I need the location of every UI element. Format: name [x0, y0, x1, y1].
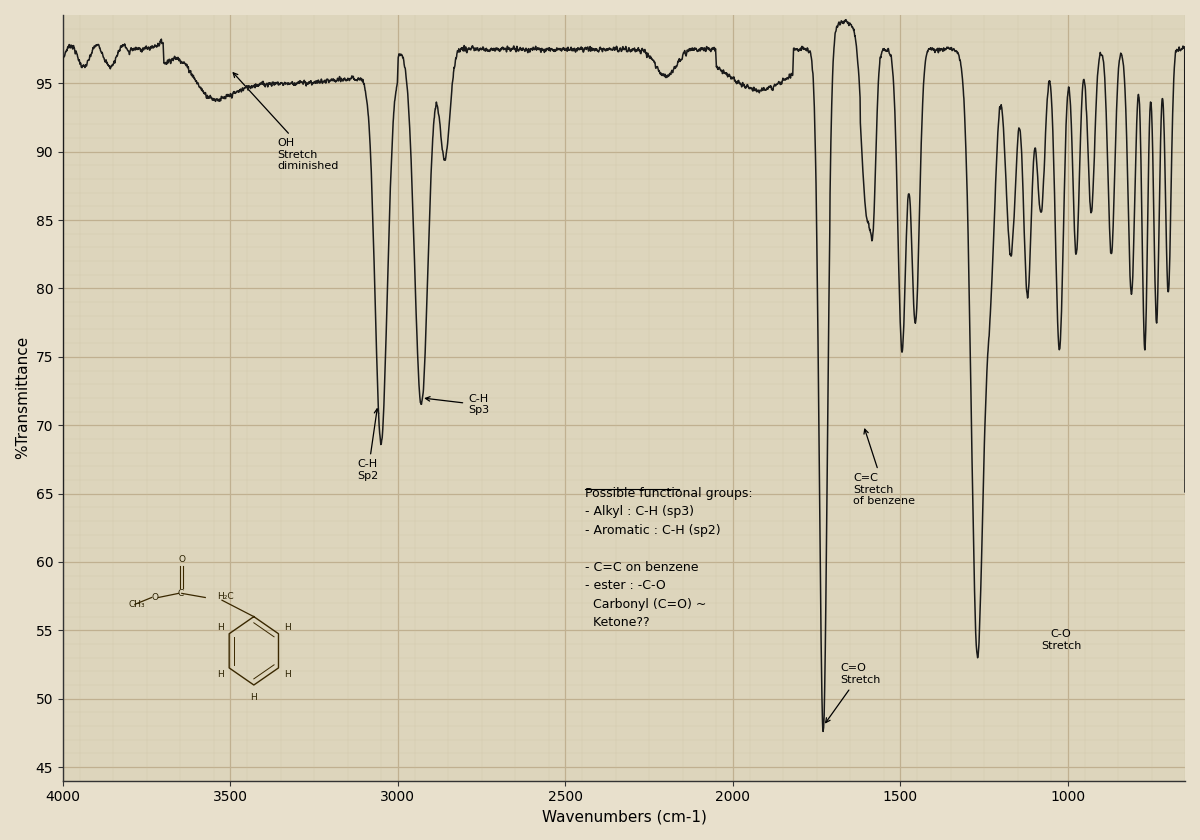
Text: H: H	[217, 669, 224, 679]
Text: C=C
Stretch
of benzene: C=C Stretch of benzene	[853, 429, 916, 507]
Text: H₂C: H₂C	[217, 591, 234, 601]
Text: C-O
Stretch: C-O Stretch	[1040, 629, 1081, 651]
Text: Possible functional groups:
- Alkyl : C-H (sp3)
- Aromatic : C-H (sp2)

- C=C on: Possible functional groups: - Alkyl : C-…	[586, 486, 754, 629]
X-axis label: Wavenumbers (cm-1): Wavenumbers (cm-1)	[541, 810, 707, 825]
Text: H: H	[251, 693, 257, 701]
Text: C-H
Sp3: C-H Sp3	[426, 394, 490, 416]
Text: H: H	[284, 669, 290, 679]
Text: C-H
Sp2: C-H Sp2	[358, 409, 379, 481]
Text: H: H	[217, 623, 224, 632]
Text: O: O	[151, 593, 158, 602]
Text: OH
Stretch
diminished: OH Stretch diminished	[233, 73, 338, 171]
Text: C: C	[178, 589, 184, 598]
Text: O: O	[179, 554, 185, 564]
Y-axis label: %Transmittance: %Transmittance	[16, 336, 30, 459]
Text: CH₃: CH₃	[128, 600, 145, 609]
Text: C=O
Stretch: C=O Stretch	[826, 664, 881, 722]
Text: H: H	[284, 623, 290, 632]
